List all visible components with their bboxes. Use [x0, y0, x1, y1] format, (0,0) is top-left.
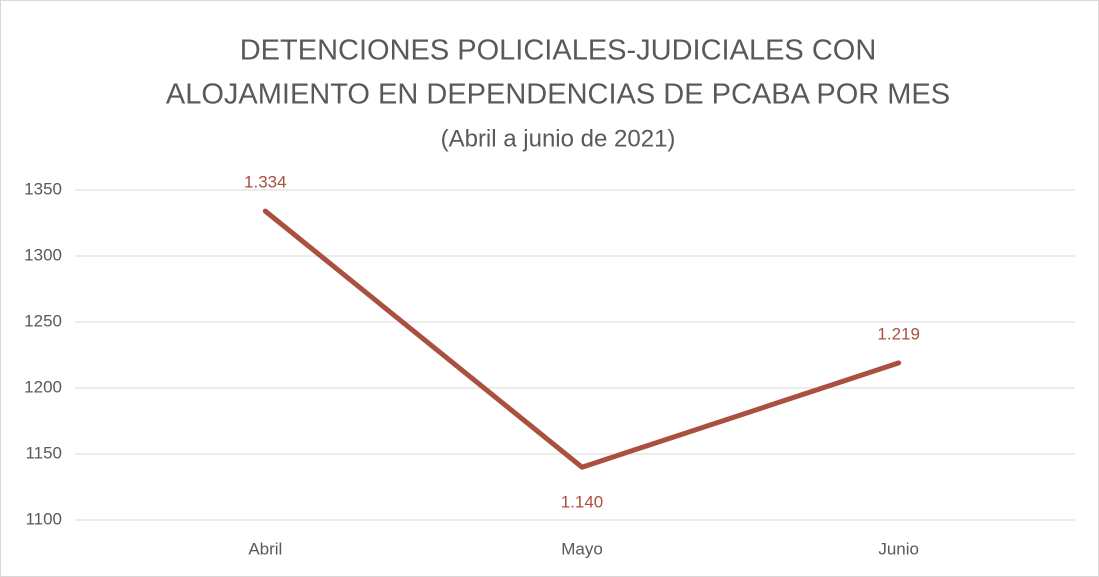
y-tick-label: 1350 — [24, 179, 62, 198]
y-tick-label: 1250 — [24, 311, 62, 330]
chart-subtitle: (Abril a junio de 2021) — [441, 125, 676, 152]
x-tick-label: Junio — [878, 539, 919, 558]
y-tick-label: 1150 — [25, 443, 62, 462]
data-line — [262, 208, 902, 470]
x-tick-label: Abril — [248, 539, 282, 558]
data-label: 1.334 — [244, 173, 287, 192]
data-label: 1.140 — [561, 493, 604, 512]
chart-title: ALOJAMIENTO EN DEPENDENCIAS DE PCABA POR… — [166, 79, 950, 111]
data-label: 1.219 — [877, 324, 920, 343]
y-tick-label: 1300 — [24, 245, 62, 264]
y-tick-label: 1100 — [25, 509, 62, 528]
x-tick-label: Mayo — [561, 539, 603, 558]
y-tick-label: 1200 — [24, 377, 62, 396]
chart-title: DETENCIONES POLICIALES-JUDICIALES CON — [240, 35, 877, 67]
